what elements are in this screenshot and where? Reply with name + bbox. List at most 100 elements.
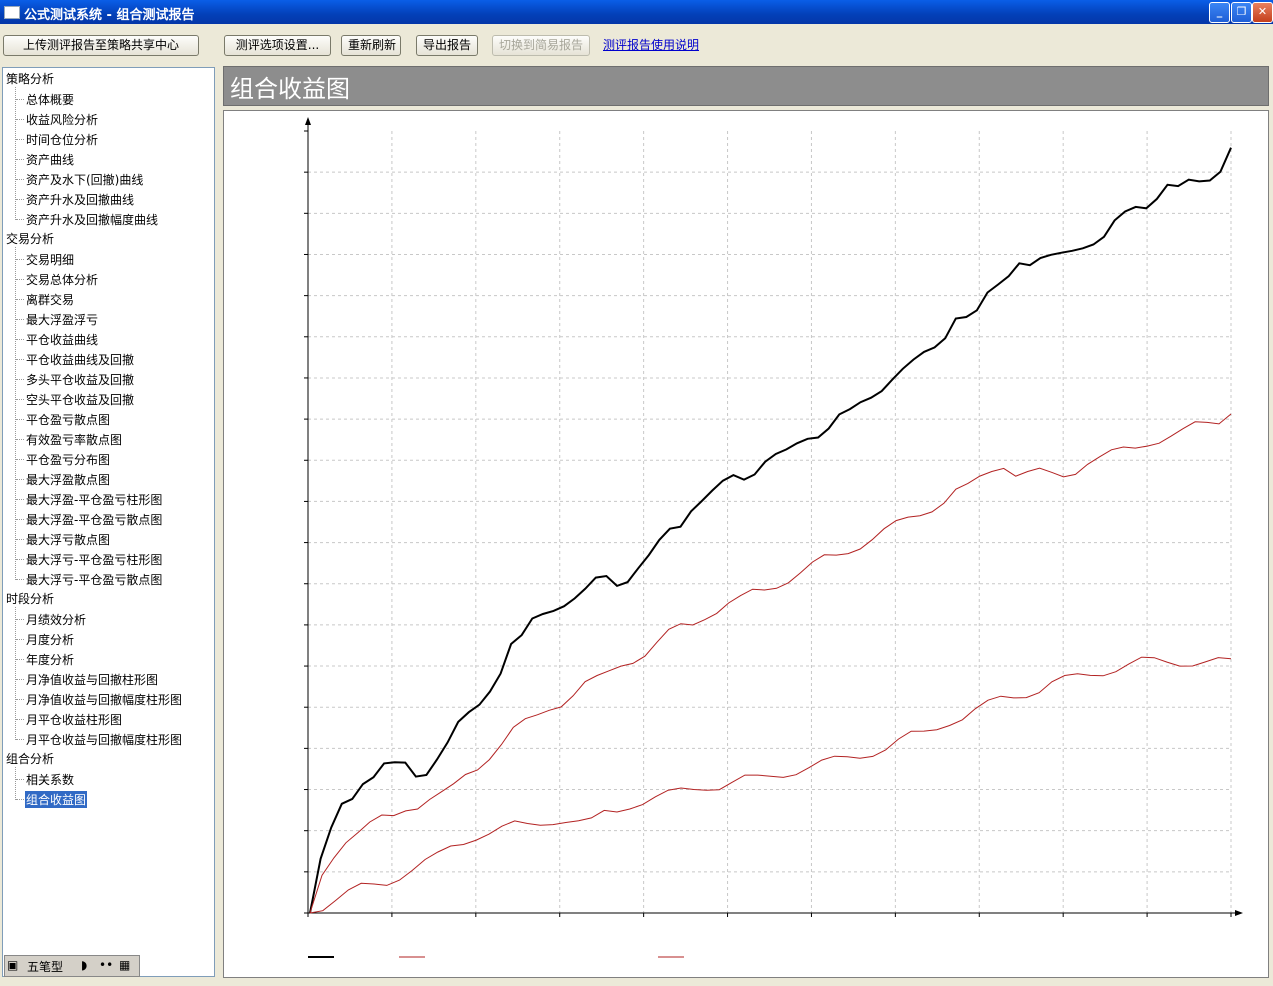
ime-toolbar[interactable]: ▣ 五笔型 ◗ •• ▦ xyxy=(4,955,140,977)
upload-report-button[interactable]: 上传测评报告至策略共享中心 xyxy=(3,35,199,56)
tree-item[interactable]: 最大浮盈-平仓盈亏柱形图 xyxy=(26,493,163,507)
tree-item[interactable]: 最大浮盈散点图 xyxy=(26,473,111,487)
tree-connector xyxy=(16,459,24,460)
tree-item[interactable]: 相关系数 xyxy=(26,773,75,787)
tree-group[interactable]: 时段分析 xyxy=(6,592,55,606)
tree-connector xyxy=(16,299,24,300)
export-report-button[interactable]: 导出报告 xyxy=(416,35,478,56)
tree-connector xyxy=(16,559,24,560)
tree-item[interactable]: 月度分析 xyxy=(26,633,75,647)
keyboard-icon[interactable]: ▦ xyxy=(119,958,131,972)
tree-item[interactable]: 最大浮亏-平仓盈亏柱形图 xyxy=(26,553,163,567)
tree-group[interactable]: 组合分析 xyxy=(6,752,55,766)
tree-item[interactable]: 交易明细 xyxy=(26,253,75,267)
maximize-button[interactable]: ❐ xyxy=(1231,2,1252,23)
app-window-icon xyxy=(4,6,20,19)
tree-connector xyxy=(15,767,16,800)
tree-connector xyxy=(16,119,24,120)
tree-item[interactable]: 组合收益图 xyxy=(25,791,88,808)
tree-item[interactable]: 有效盈亏率散点图 xyxy=(26,433,123,447)
tree-connector xyxy=(16,479,24,480)
series-line xyxy=(309,656,1232,914)
tree-connector xyxy=(16,199,24,200)
punctuation-icon[interactable]: •• xyxy=(99,958,114,972)
tree-connector xyxy=(16,399,24,400)
y-axis-arrow xyxy=(305,117,311,125)
tree-connector xyxy=(16,159,24,160)
tree-connector xyxy=(16,259,24,260)
window-title: 公式测试系统 - 组合测试报告 xyxy=(24,8,195,23)
tree-connector xyxy=(16,679,24,680)
tree-connector xyxy=(16,279,24,280)
tree-connector xyxy=(16,519,24,520)
tree-connector xyxy=(16,619,24,620)
tree-item[interactable]: 总体概要 xyxy=(26,93,75,107)
tree-item[interactable]: 月净值收益与回撤幅度柱形图 xyxy=(26,693,183,707)
tree-connector xyxy=(16,639,24,640)
tree-item[interactable]: 交易总体分析 xyxy=(26,273,99,287)
tree-item[interactable]: 最大浮盈浮亏 xyxy=(26,313,99,327)
tree-connector xyxy=(16,779,24,780)
tree-item[interactable]: 平仓盈亏散点图 xyxy=(26,413,111,427)
tree-item[interactable]: 离群交易 xyxy=(26,293,75,307)
tree-connector xyxy=(16,179,24,180)
tree-item[interactable]: 月绩效分析 xyxy=(26,613,87,627)
tree-group[interactable]: 交易分析 xyxy=(6,232,55,246)
tree-item[interactable]: 月平仓收益与回撤幅度柱形图 xyxy=(26,733,183,747)
switch-simple-report-button[interactable]: 切换到简易报告 xyxy=(492,35,590,56)
tree-item[interactable]: 最大浮盈-平仓盈亏散点图 xyxy=(26,513,163,527)
tree-connector xyxy=(15,607,16,740)
page-title: 组合收益图 xyxy=(230,75,350,103)
tree-item[interactable]: 资产升水及回撤幅度曲线 xyxy=(26,213,159,227)
tree-connector xyxy=(16,439,24,440)
tree-connector xyxy=(16,219,24,220)
tree-item[interactable]: 多头平仓收益及回撤 xyxy=(26,373,135,387)
refresh-button[interactable]: 重新刷新 xyxy=(341,35,401,56)
page-heading-bar: 组合收益图 xyxy=(223,66,1269,106)
tree-connector xyxy=(16,99,24,100)
tree-connector xyxy=(16,419,24,420)
report-help-link[interactable]: 测评报告使用说明 xyxy=(603,38,700,52)
tree-item[interactable]: 月平仓收益柱形图 xyxy=(26,713,123,727)
tree-item[interactable]: 平仓收益曲线及回撤 xyxy=(26,353,135,367)
x-axis-arrow xyxy=(1235,910,1243,916)
tree-item[interactable]: 最大浮亏-平仓盈亏散点图 xyxy=(26,573,163,587)
tree-connector xyxy=(16,359,24,360)
tree-connector xyxy=(15,247,16,580)
moon-icon[interactable]: ◗ xyxy=(81,958,88,972)
tree-item[interactable]: 月净值收益与回撤柱形图 xyxy=(26,673,159,687)
tree-item[interactable]: 平仓收益曲线 xyxy=(26,333,99,347)
tree-item[interactable]: 资产升水及回撤曲线 xyxy=(26,193,135,207)
tree-item[interactable]: 最大浮亏散点图 xyxy=(26,533,111,547)
tree-connector xyxy=(16,699,24,700)
ime-mode-label[interactable]: 五笔型 xyxy=(27,960,64,974)
series-line xyxy=(309,147,1232,914)
tree-item[interactable]: 空头平仓收益及回撤 xyxy=(26,393,135,407)
test-options-button[interactable]: 测评选项设置... xyxy=(224,35,331,56)
chart-panel xyxy=(223,110,1269,978)
tree-item[interactable]: 收益风险分析 xyxy=(26,113,99,127)
tree-connector xyxy=(16,799,24,800)
tree-connector xyxy=(16,339,24,340)
tree-connector xyxy=(16,719,24,720)
tree-connector xyxy=(16,539,24,540)
tree-connector xyxy=(16,739,24,740)
tree-connector xyxy=(16,659,24,660)
ime-logo-icon: ▣ xyxy=(7,958,19,972)
combined-return-chart xyxy=(304,117,1243,958)
tree-connector xyxy=(16,499,24,500)
tree-connector xyxy=(16,579,24,580)
tree-group[interactable]: 策略分析 xyxy=(6,72,55,86)
tree-item[interactable]: 资产曲线 xyxy=(26,153,75,167)
tree-item[interactable]: 时间仓位分析 xyxy=(26,133,99,147)
series-line xyxy=(309,413,1232,914)
minimize-button[interactable]: _ xyxy=(1209,2,1230,23)
tree-connector xyxy=(15,87,16,220)
tree-connector xyxy=(16,379,24,380)
tree-item[interactable]: 平仓盈亏分布图 xyxy=(26,453,111,467)
title-bar: 公式测试系统 - 组合测试报告 _ ❐ ✕ xyxy=(0,0,1273,24)
report-tree-sidebar[interactable]: 策略分析 总体概要 收益风险分析 时间仓位分析 资产曲线 资产及水下(回撤)曲线 资产升水及… xyxy=(2,67,215,977)
tree-item[interactable]: 年度分析 xyxy=(26,653,75,667)
tree-item[interactable]: 资产及水下(回撤)曲线 xyxy=(26,173,144,187)
close-button[interactable]: ✕ xyxy=(1252,2,1273,23)
